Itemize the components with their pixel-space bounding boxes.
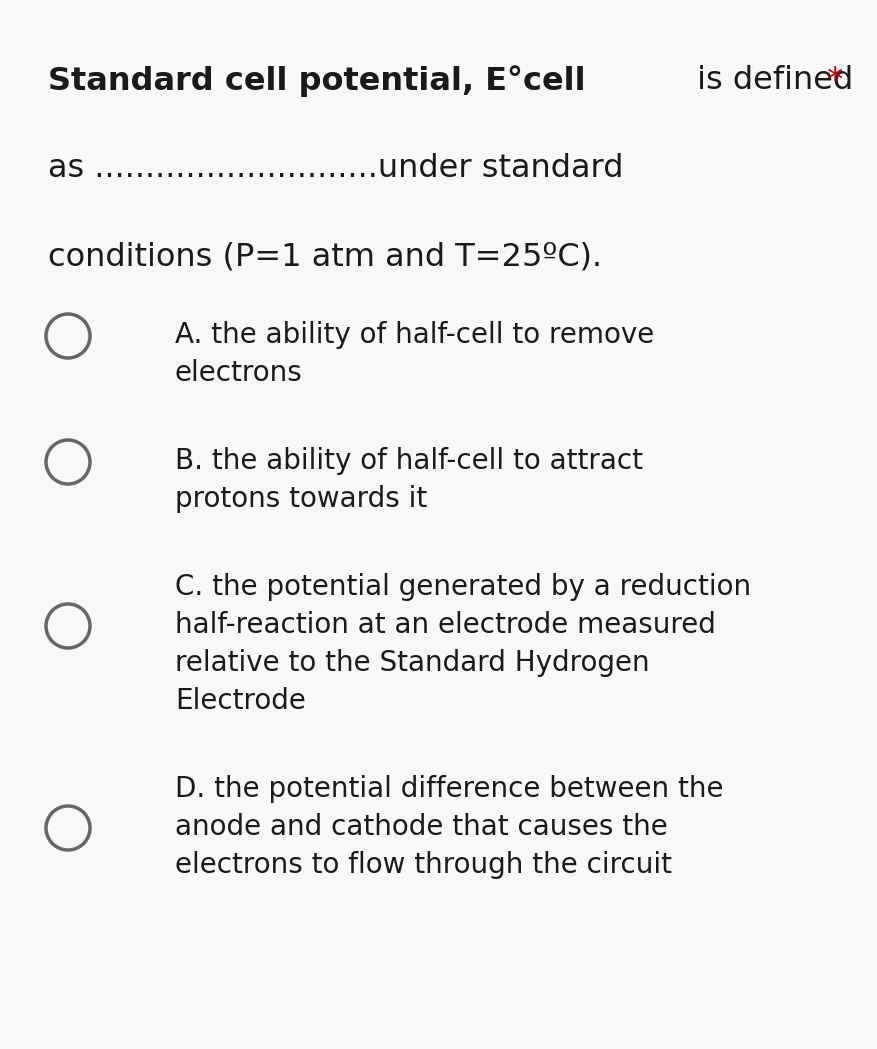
Text: conditions (P=1 atm and T=25ºC).: conditions (P=1 atm and T=25ºC).	[48, 241, 602, 272]
Text: A. the ability of half-cell to remove: A. the ability of half-cell to remove	[175, 321, 654, 349]
Text: electrons: electrons	[175, 359, 303, 387]
Text: relative to the Standard Hydrogen: relative to the Standard Hydrogen	[175, 649, 650, 677]
Text: anode and cathode that causes the: anode and cathode that causes the	[175, 813, 667, 841]
Text: protons towards it: protons towards it	[175, 485, 427, 513]
Text: half-reaction at an electrode measured: half-reaction at an electrode measured	[175, 611, 716, 639]
Text: Electrode: Electrode	[175, 687, 306, 715]
Text: B. the ability of half-cell to attract: B. the ability of half-cell to attract	[175, 447, 643, 475]
Text: C. the potential generated by a reduction: C. the potential generated by a reductio…	[175, 573, 751, 601]
Text: is defined: is defined	[687, 65, 852, 97]
Text: as ............................under standard: as ............................under sta…	[48, 153, 624, 184]
Text: *: *	[807, 65, 843, 97]
Text: electrons to flow through the circuit: electrons to flow through the circuit	[175, 851, 672, 879]
Text: Standard cell potential, E°cell: Standard cell potential, E°cell	[48, 65, 586, 97]
Text: D. the potential difference between the: D. the potential difference between the	[175, 775, 724, 802]
